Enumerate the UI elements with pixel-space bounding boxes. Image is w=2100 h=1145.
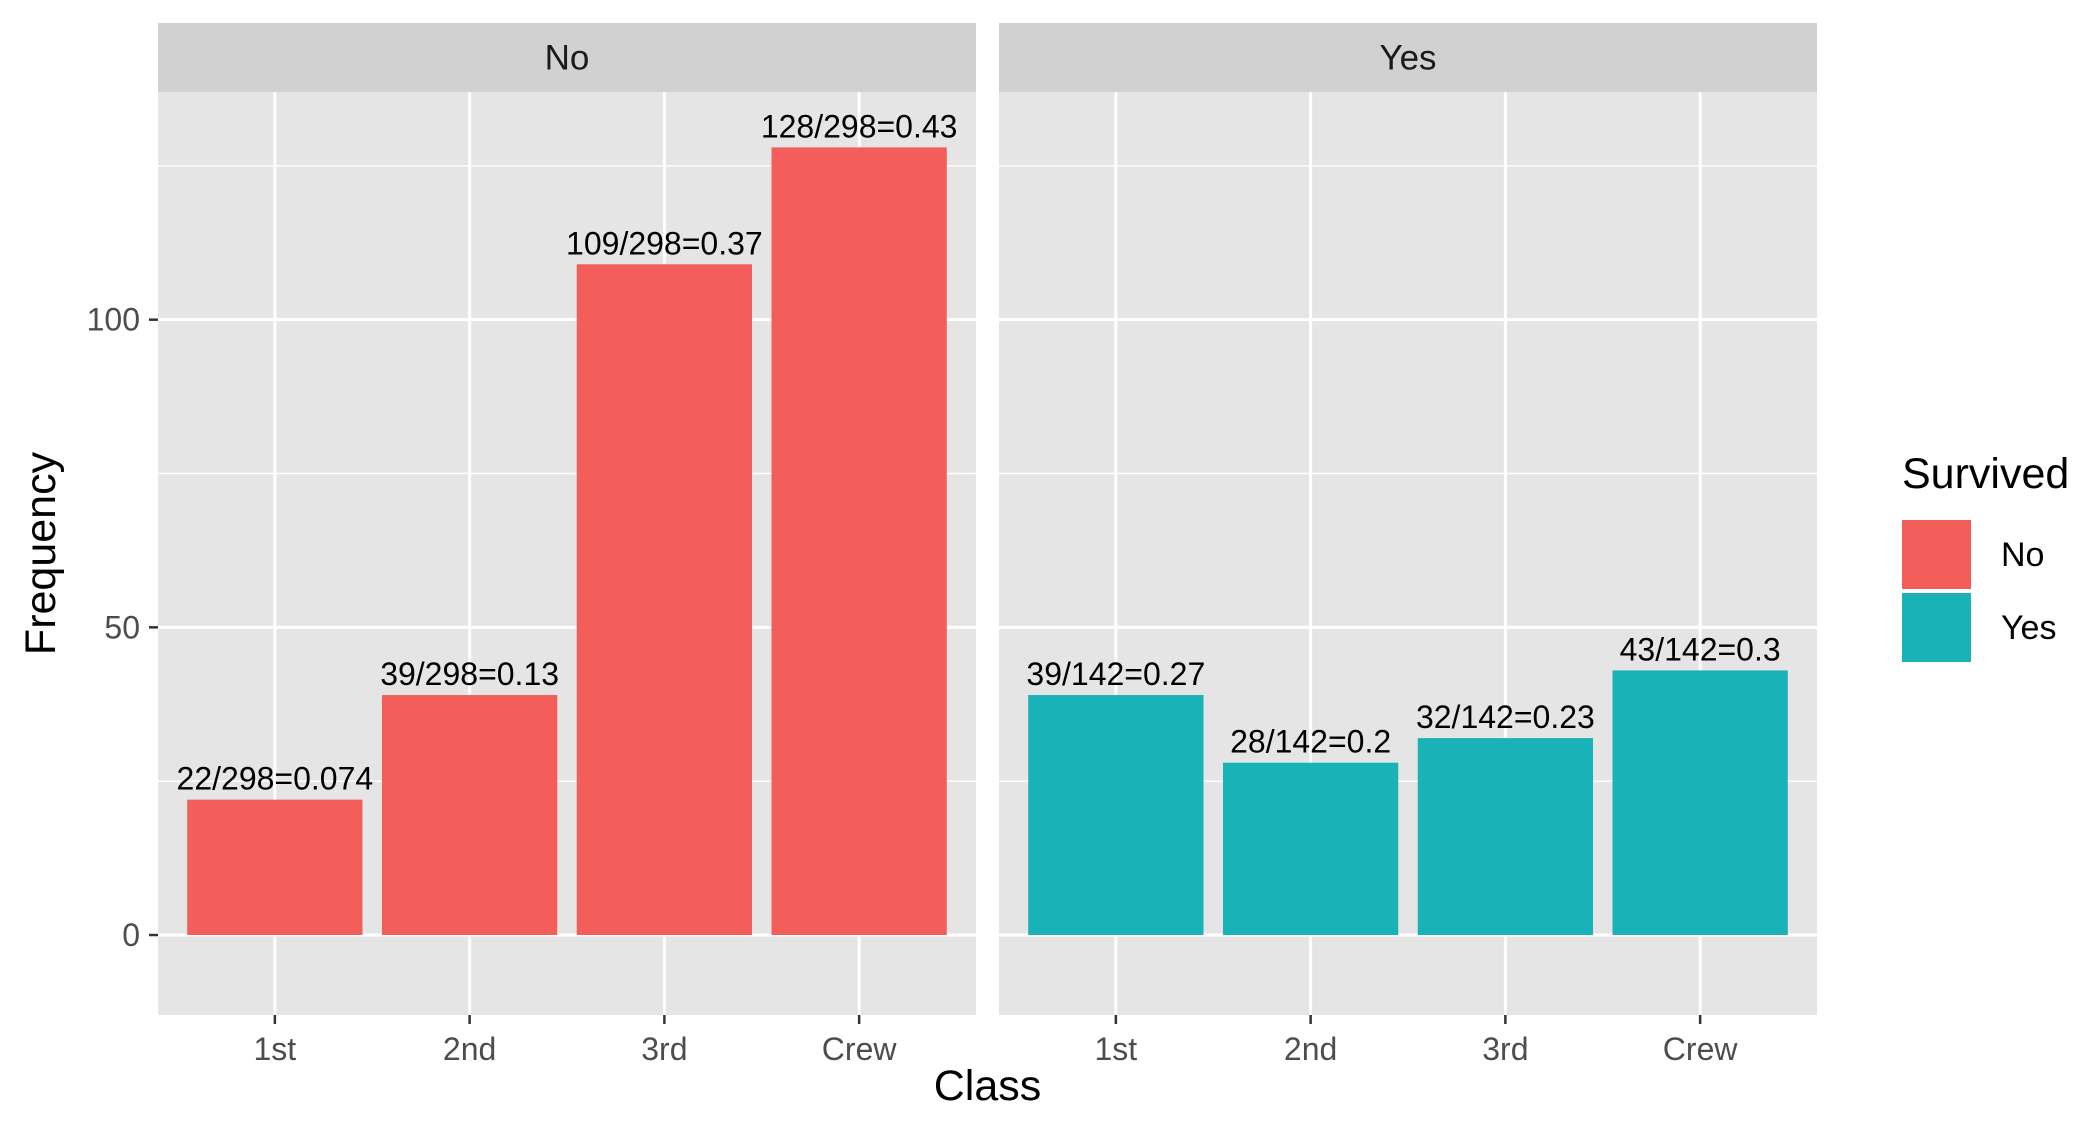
x-tick-label: 1st [1095,1031,1138,1067]
legend-label: Yes [2001,609,2056,647]
bar [1612,670,1788,936]
x-tick-label: 3rd [641,1031,687,1067]
bar-data-label: 128/298=0.43 [761,108,958,144]
x-tick-label: 3rd [1482,1031,1528,1067]
facet-strip [158,23,976,92]
bar-data-label: 22/298=0.074 [177,761,374,797]
x-tick-label: 2nd [443,1031,496,1067]
bar-data-label: 28/142=0.2 [1230,724,1391,760]
bar-data-label: 39/298=0.13 [380,656,559,692]
bar [381,695,558,936]
legend-label: No [2001,536,2044,574]
y-tick-label: 100 [87,302,140,338]
bar [771,147,947,936]
facet-strip-label: No [545,39,590,78]
y-axis-title: Frequency [17,451,65,655]
bar [1417,738,1594,936]
bar [1028,695,1204,936]
x-tick-label: Crew [822,1031,898,1067]
bar-data-label: 39/142=0.27 [1026,656,1205,692]
x-tick-label: 1st [254,1031,297,1067]
bar-data-label: 109/298=0.37 [566,225,763,261]
facet-strip [999,23,1817,92]
y-tick-label: 50 [104,609,140,645]
bar-data-label: 43/142=0.3 [1620,631,1781,667]
x-tick-label: 2nd [1284,1031,1337,1067]
legend-key [1902,593,1971,662]
facet-strip-label: Yes [1379,39,1436,78]
bar-data-label: 32/142=0.23 [1416,699,1595,735]
x-tick-label: Crew [1663,1031,1739,1067]
x-axis-title: Class [934,1062,1042,1110]
bar [187,799,363,936]
bar [576,264,753,936]
legend-key [1902,520,1971,589]
bar [1222,762,1399,936]
legend-title: Survived [1902,450,2069,498]
y-tick-label: 0 [122,917,140,953]
